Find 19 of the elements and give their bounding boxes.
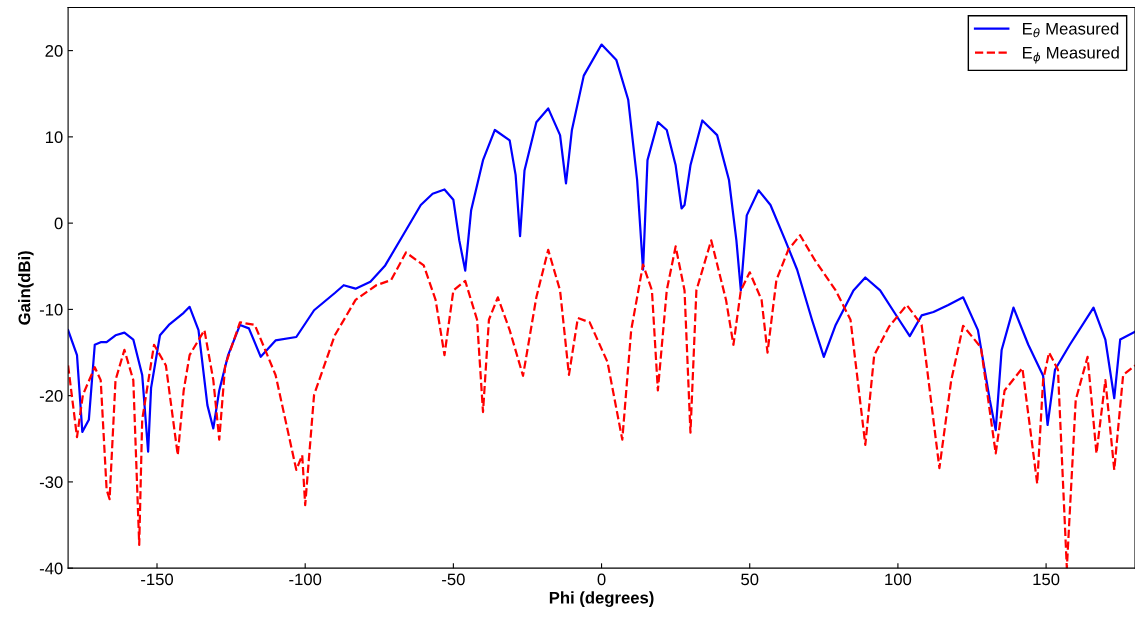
x-tick-label: -100	[289, 573, 322, 586]
x-axis-title: Phi (degrees)	[549, 591, 654, 607]
y-tick-label: 20	[45, 45, 63, 57]
legend-label: E$_{ϕ}$ Measured	[1023, 46, 1119, 64]
x-tick-label: -50	[442, 573, 465, 586]
y-tick-label: -10	[39, 303, 63, 316]
y-tick-label: -30	[39, 476, 63, 489]
y-tick-label: 0	[54, 217, 63, 230]
x-tick-label: 0	[597, 573, 606, 586]
x-tick-label: -150	[141, 573, 174, 586]
y-tick-label: -20	[39, 390, 63, 402]
y-tick-label: 10	[45, 131, 63, 144]
x-tick-label: 150	[1033, 573, 1060, 586]
line-series	[68, 43, 1135, 453]
x-tick-label: 50	[741, 573, 759, 586]
x-tick-label: 100	[885, 573, 912, 586]
legend-label: E$_{θ}$ Measured	[1023, 22, 1119, 38]
y-axis-title: Gain(dBi)	[18, 251, 34, 325]
y-tick-label: -40	[39, 562, 63, 575]
